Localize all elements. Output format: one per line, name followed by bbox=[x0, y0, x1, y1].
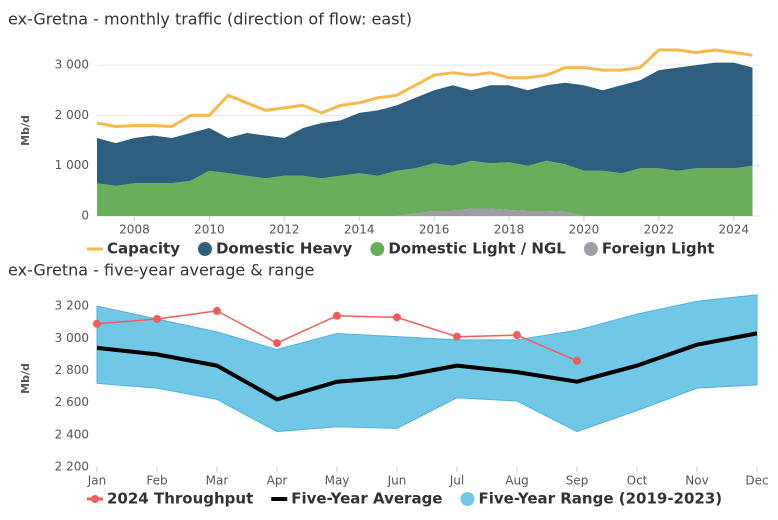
x-tick-label: 2012 bbox=[269, 223, 300, 237]
marker bbox=[93, 319, 101, 328]
chart-title: ex-Gretna - monthly traffic (direction o… bbox=[8, 10, 412, 29]
marker bbox=[513, 331, 521, 340]
y-axis-title: Mb/d bbox=[19, 115, 32, 146]
x-tick-label: Aug bbox=[505, 474, 528, 488]
legend-label: Domestic Light / NGL bbox=[388, 240, 566, 258]
x-tick-label: 2010 bbox=[194, 223, 225, 237]
x-tick-label: Apr bbox=[267, 474, 288, 488]
y-axis-title: Mb/d bbox=[19, 363, 32, 394]
marker bbox=[273, 339, 281, 348]
line bbox=[96, 48, 753, 128]
legend-swatch bbox=[583, 242, 598, 256]
legend-label: Five-Year Average bbox=[291, 490, 442, 508]
x-tick-label: 2014 bbox=[344, 223, 375, 237]
x-tick-label: 2024 bbox=[719, 223, 750, 237]
x-tick-label: 2022 bbox=[644, 223, 675, 237]
x-tick-label: 2020 bbox=[569, 223, 600, 237]
marker bbox=[333, 311, 341, 320]
marker bbox=[213, 306, 221, 315]
x-tick-label: 2016 bbox=[419, 223, 450, 237]
chart-title: ex-Gretna - five-year average & range bbox=[8, 261, 314, 280]
legend-label: Domestic Heavy bbox=[216, 240, 353, 258]
legend-swatch bbox=[91, 495, 99, 503]
marker bbox=[573, 356, 581, 365]
x-tick-label: Oct bbox=[627, 474, 648, 488]
y-tick-label: 3 000 bbox=[55, 58, 89, 72]
y-tick-label: 2 000 bbox=[55, 108, 89, 122]
y-tick-label: 3 200 bbox=[55, 299, 89, 313]
line bbox=[96, 331, 758, 402]
x-tick-label: May bbox=[325, 474, 350, 488]
legend-label: 2024 Throughput bbox=[107, 490, 253, 508]
x-tick-label: Feb bbox=[146, 474, 167, 488]
x-tick-label: Jun bbox=[387, 474, 407, 488]
y-tick-label: 2 200 bbox=[55, 460, 89, 474]
x-tick-label: Jan bbox=[87, 474, 107, 488]
y-tick-label: 3 000 bbox=[55, 331, 89, 345]
stacked-area bbox=[97, 160, 753, 216]
x-tick-label: Sep bbox=[566, 474, 589, 488]
x-tick-label: Mar bbox=[206, 474, 229, 488]
x-tick-label: Nov bbox=[685, 474, 708, 488]
legend-swatch bbox=[370, 242, 385, 256]
legend-label: Capacity bbox=[107, 240, 180, 258]
y-tick-label: 0 bbox=[81, 209, 89, 223]
marker bbox=[393, 313, 401, 322]
legend-label: Foreign Light bbox=[602, 240, 715, 258]
range-band bbox=[96, 294, 758, 433]
x-tick-label: 2018 bbox=[494, 223, 525, 237]
legend-swatch bbox=[460, 492, 475, 506]
y-tick-label: 2 400 bbox=[55, 427, 89, 441]
marker bbox=[453, 332, 461, 341]
y-tick-label: 1 000 bbox=[55, 158, 89, 172]
stacked-area bbox=[97, 62, 753, 186]
legend-swatch bbox=[197, 242, 212, 256]
y-tick-label: 2 800 bbox=[55, 363, 89, 377]
x-tick-label: Dec bbox=[745, 474, 768, 488]
x-tick-label: 2008 bbox=[119, 223, 150, 237]
legend-label: Five-Year Range (2019-2023) bbox=[478, 490, 722, 508]
marker bbox=[153, 314, 161, 323]
y-tick-label: 2 600 bbox=[55, 395, 89, 409]
x-tick-label: Jul bbox=[449, 474, 464, 488]
